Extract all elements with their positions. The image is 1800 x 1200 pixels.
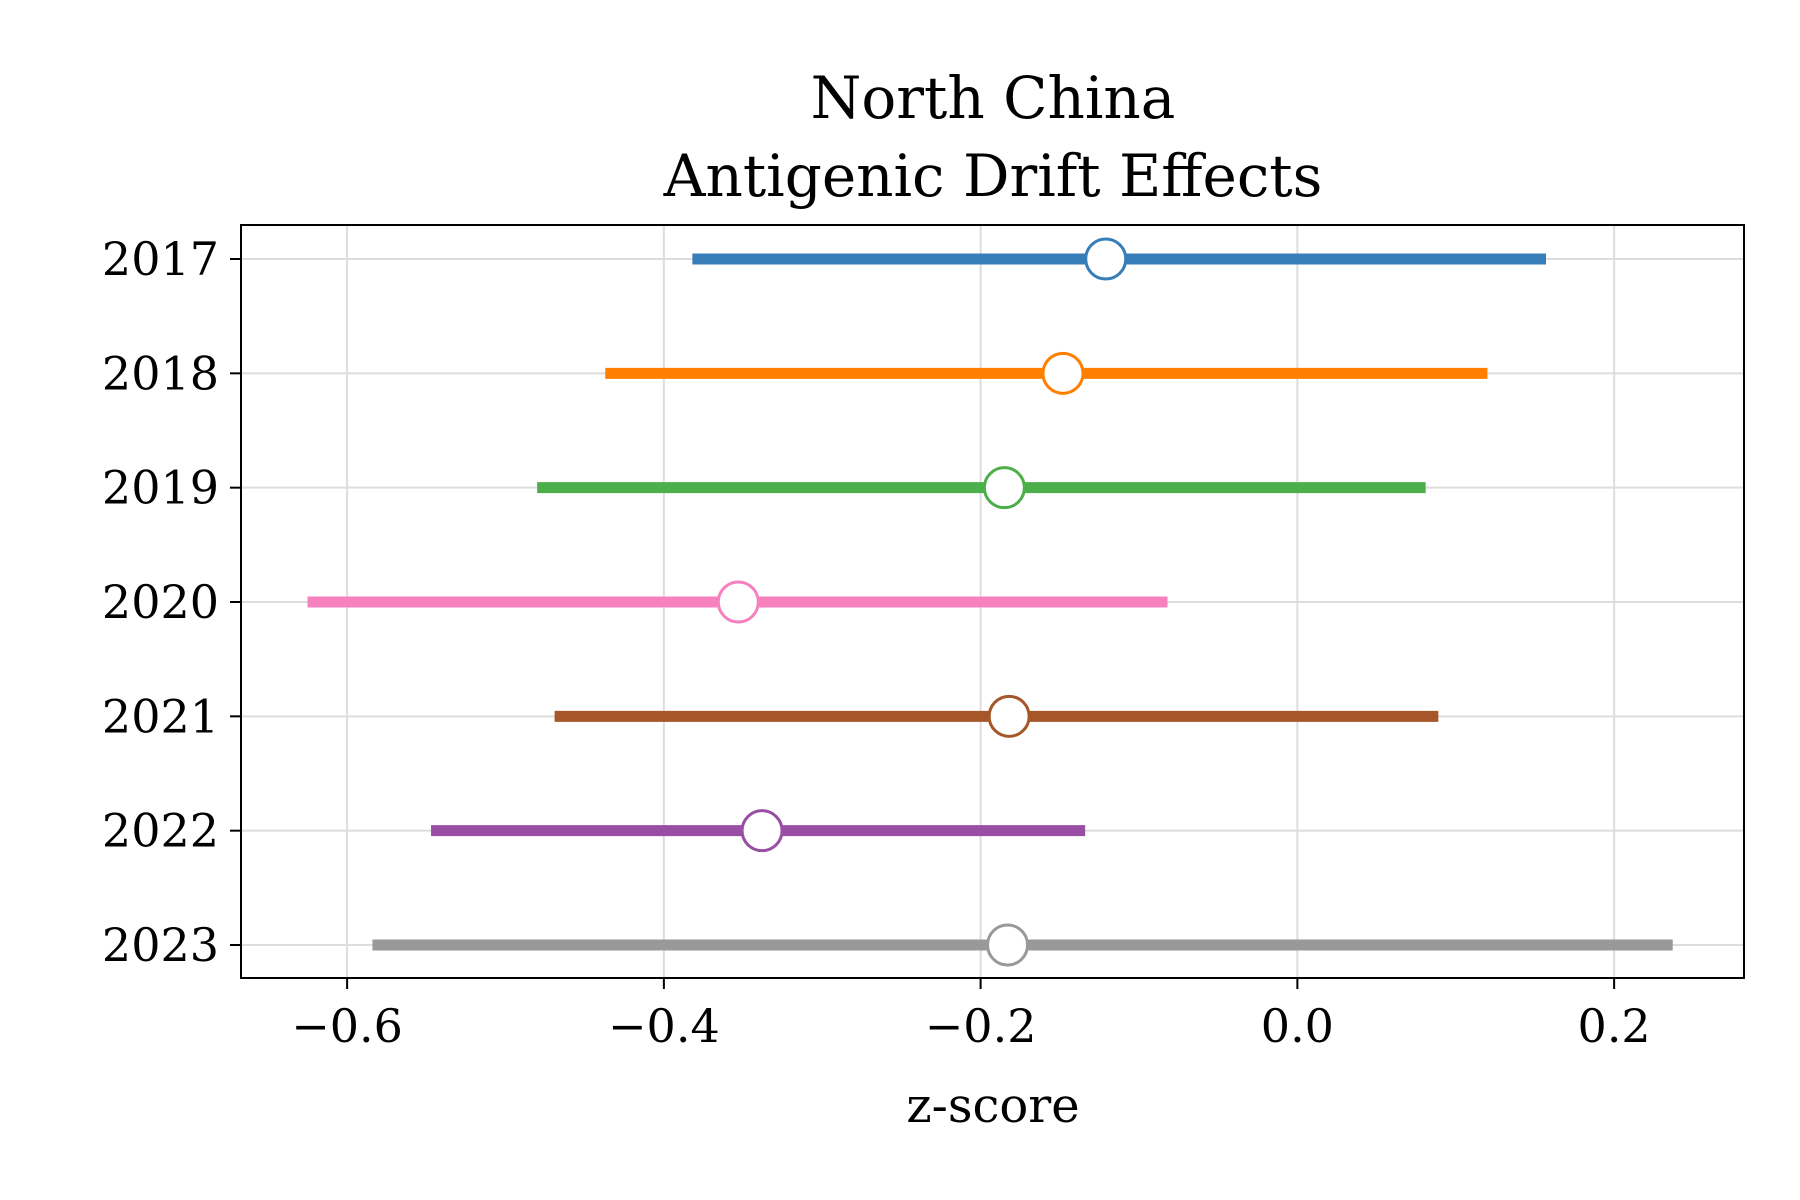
estimate-point-2017	[1084, 237, 1128, 281]
chart-title-line-2: Antigenic Drift Effects	[663, 142, 1323, 210]
y-tick-label: 2021	[102, 689, 219, 743]
estimate-point-2022	[740, 809, 784, 853]
x-tick-label: 0.0	[1261, 999, 1334, 1053]
y-tick-label: 2019	[102, 461, 219, 515]
y-tick-label: 2020	[102, 575, 219, 629]
y-tick-label: 2022	[102, 804, 219, 858]
estimate-point-2020	[716, 580, 760, 624]
estimate-point-2023	[986, 923, 1030, 967]
y-tick-label: 2017	[102, 232, 219, 286]
y-tick-label: 2018	[102, 346, 219, 400]
estimate-point-2018	[1041, 351, 1085, 395]
chart-title-line-1: North China	[811, 64, 1176, 132]
y-axis-ticks: 2017 2018 2019 2020 2021 2022 2023	[102, 232, 241, 972]
plot-frame	[240, 224, 1745, 979]
x-axis-ticks: −0.6 −0.4 −0.2 0.0 0.2	[291, 978, 1651, 1053]
x-tick-label: −0.2	[925, 999, 1037, 1053]
x-tick-label: −0.4	[608, 999, 720, 1053]
interval-marks	[307, 237, 1673, 967]
x-tick-label: 0.2	[1578, 999, 1651, 1053]
estimate-point-2019	[982, 466, 1026, 510]
x-axis-label: z-score	[906, 1078, 1079, 1134]
x-tick-label: −0.6	[291, 999, 403, 1053]
y-tick-label: 2023	[102, 918, 219, 972]
estimate-point-2021	[987, 694, 1031, 738]
